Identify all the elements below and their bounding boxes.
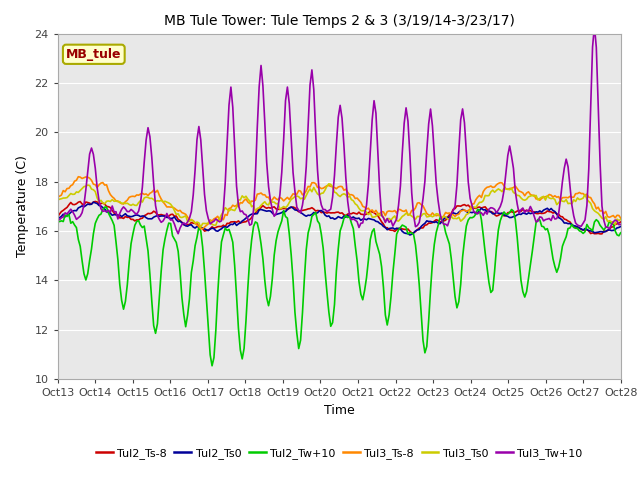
Tul2_Tw+10 [391, 252, 399, 257]
Tul2_Ts0 [389, 225, 397, 231]
Tul3_Tw+10 [389, 223, 397, 229]
Tul3_Tw+10 [391, 219, 399, 225]
Tul2_Ts-8 [531, 209, 538, 215]
Tul2_Tw+10 [54, 218, 61, 224]
Tul3_Tw+10 [566, 183, 574, 189]
Y-axis label: Temperature (C): Temperature (C) [16, 156, 29, 257]
Tul2_Tw+10 [532, 220, 540, 226]
Tul2_Ts0 [532, 209, 540, 215]
Line: Tul3_Tw+10: Tul3_Tw+10 [58, 26, 621, 234]
Tul3_Ts0 [325, 181, 333, 187]
Line: Tul2_Tw+10: Tul2_Tw+10 [58, 207, 621, 366]
Tul2_Ts-8 [391, 228, 399, 234]
Line: Tul3_Ts-8: Tul3_Ts-8 [58, 177, 621, 229]
Text: MB_tule: MB_tule [66, 48, 122, 61]
Title: MB Tule Tower: Tule Temps 2 & 3 (3/19/14-3/23/17): MB Tule Tower: Tule Temps 2 & 3 (3/19/14… [164, 14, 515, 28]
Tul3_Tw+10 [56, 217, 63, 223]
Tul3_Tw+10 [401, 120, 408, 126]
Tul2_Ts-8 [54, 214, 61, 220]
Line: Tul3_Ts0: Tul3_Ts0 [58, 184, 621, 227]
Tul2_Ts0 [401, 230, 408, 236]
Tul3_Ts-8 [56, 193, 63, 199]
Tul3_Tw+10 [531, 213, 538, 219]
Tul3_Ts-8 [617, 216, 625, 221]
Tul3_Ts-8 [199, 226, 207, 232]
Tul2_Ts0 [90, 199, 97, 205]
Tul3_Ts0 [56, 196, 63, 202]
Tul2_Ts-8 [389, 228, 397, 233]
Legend: Tul2_Ts-8, Tul2_Ts0, Tul2_Tw+10, Tul3_Ts-8, Tul3_Ts0, Tul3_Tw+10: Tul2_Ts-8, Tul2_Ts0, Tul2_Tw+10, Tul3_Ts… [92, 444, 587, 463]
Tul3_Tw+10 [174, 231, 182, 237]
Tul2_Tw+10 [568, 222, 575, 228]
Tul3_Ts-8 [393, 210, 401, 216]
Tul3_Ts0 [402, 210, 410, 216]
Tul2_Ts-8 [92, 199, 99, 204]
Tul3_Ts0 [54, 197, 61, 203]
Tul2_Ts0 [56, 215, 63, 220]
Tul3_Ts0 [197, 224, 205, 230]
Tul2_Ts-8 [617, 219, 625, 225]
Tul3_Ts0 [617, 216, 625, 222]
Tul2_Ts0 [617, 224, 625, 229]
X-axis label: Time: Time [324, 404, 355, 417]
Tul3_Ts0 [393, 218, 401, 224]
Tul3_Ts0 [568, 201, 575, 207]
Tul3_Ts-8 [402, 207, 410, 213]
Tul3_Ts-8 [54, 194, 61, 200]
Tul3_Ts0 [532, 192, 540, 198]
Tul2_Ts0 [391, 226, 399, 232]
Tul3_Tw+10 [54, 216, 61, 222]
Tul3_Ts0 [391, 213, 399, 219]
Tul2_Ts-8 [596, 231, 604, 237]
Tul2_Tw+10 [617, 230, 625, 236]
Line: Tul2_Ts-8: Tul2_Ts-8 [58, 202, 621, 234]
Tul3_Ts-8 [532, 196, 540, 202]
Tul3_Tw+10 [617, 221, 625, 227]
Tul3_Ts-8 [74, 174, 82, 180]
Tul2_Tw+10 [208, 363, 216, 369]
Tul2_Ts-8 [401, 227, 408, 232]
Tul2_Tw+10 [103, 204, 111, 210]
Tul3_Ts-8 [391, 208, 399, 214]
Tul2_Tw+10 [402, 224, 410, 230]
Line: Tul2_Ts0: Tul2_Ts0 [58, 202, 621, 235]
Tul3_Ts-8 [568, 194, 575, 200]
Tul2_Ts-8 [56, 211, 63, 217]
Tul2_Tw+10 [56, 219, 63, 225]
Tul2_Ts0 [406, 232, 413, 238]
Tul2_Ts0 [568, 222, 575, 228]
Tul2_Ts0 [54, 216, 61, 222]
Tul3_Tw+10 [591, 23, 598, 29]
Tul2_Tw+10 [393, 231, 401, 237]
Tul2_Ts-8 [566, 219, 574, 225]
